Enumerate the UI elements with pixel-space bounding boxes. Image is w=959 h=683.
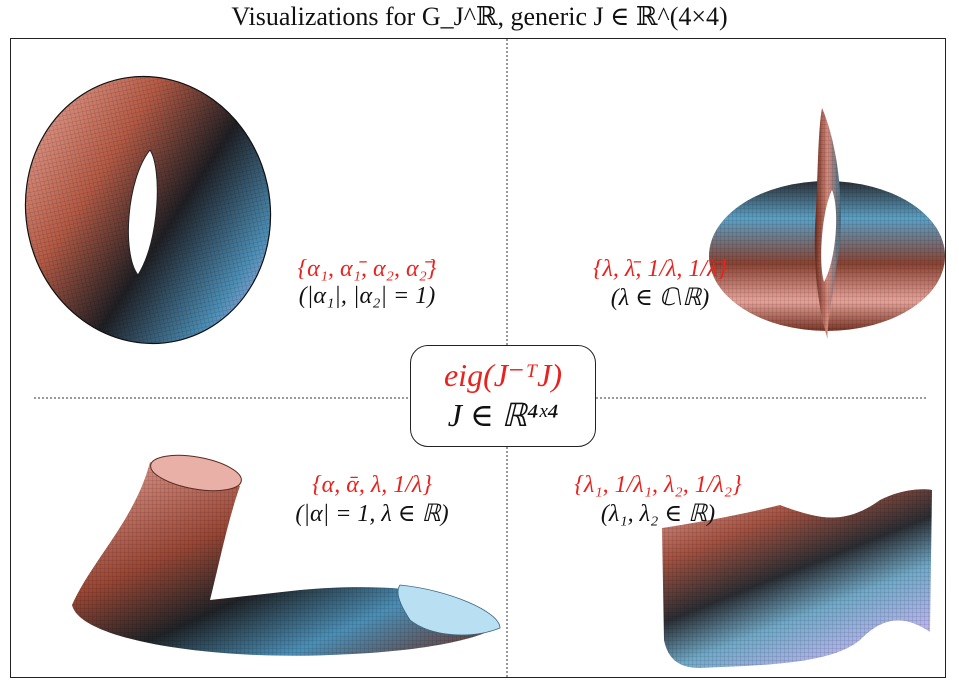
center-eigen-expression: eig(J⁻ᵀJ) [443,357,563,393]
bottom-left-condition: (|α| = 1, λ ∈ ℝ) [295,501,449,527]
figure-title: Visualizations for G_J^ℝ, generic J ∈ ℝ^… [231,2,728,31]
bottom-left-eigen-set: {α, ᾱ, λ, 1/λ} [312,472,432,498]
figure-frame [10,38,946,678]
bottom-right-eigen-set: {λ₁, 1/λ₁, λ₂, 1/λ₂} [574,472,742,498]
center-eigen-box: eig(J⁻ᵀJ) J ∈ ℝ⁴ˣ⁴ [410,345,596,447]
saddle-sheet-surface [662,489,932,668]
bottom-right-condition: (λ₁, λ₂ ∈ ℝ) [600,501,716,527]
top-right-label: {λ, λ̄, 1/λ, 1/λ̄} (λ ∈ ℂ\ℝ) [570,256,750,312]
center-matrix-domain: J ∈ ℝ⁴ˣ⁴ [447,397,559,433]
bottom-left-label: {α, ᾱ, λ, 1/λ} (|α| = 1, λ ∈ ℝ) [262,472,482,528]
torus-surface [24,75,272,345]
pinched-disk-surface [709,108,945,340]
top-right-condition: (λ ∈ ℂ\ℝ) [610,285,710,311]
top-left-condition: (|α₁|, |α₂| = 1) [298,283,436,309]
top-left-eigen-set: {α₁, α₁̄, α₂, α₂̄} [297,256,437,282]
bent-tube-surface [72,454,501,656]
top-right-eigen-set: {λ, λ̄, 1/λ, 1/λ̄} [592,256,728,282]
bottom-right-label: {λ₁, 1/λ₁, λ₂, 1/λ₂} (λ₁, λ₂ ∈ ℝ) [548,472,768,528]
top-left-label: {α₁, α₁̄, α₂, α₂̄} (|α₁|, |α₂| = 1) [262,256,472,310]
